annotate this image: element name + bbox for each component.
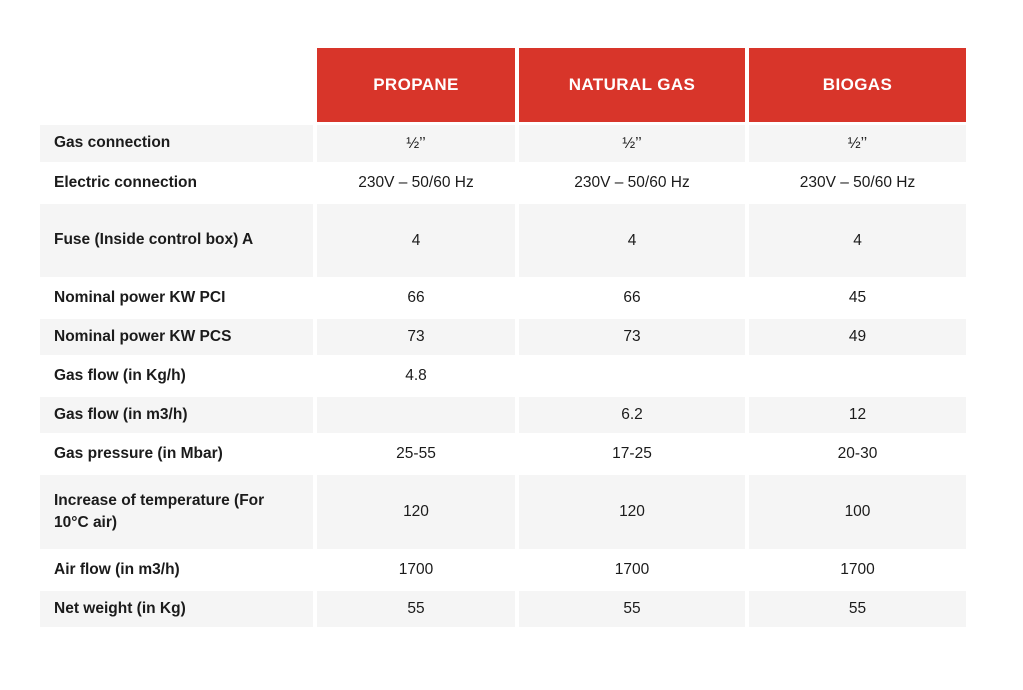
- value-cell: [519, 358, 745, 394]
- value-cell: 120: [317, 475, 515, 549]
- value-cell: 20-30: [837, 445, 878, 462]
- value-cell: 66: [407, 289, 425, 306]
- value-cell: 230V – 50/60 Hz: [358, 174, 474, 191]
- row-label: Gas flow (in Kg/h): [54, 366, 186, 384]
- value-cell: 49: [749, 319, 966, 355]
- value-cell: [317, 397, 515, 433]
- header-spacer: [40, 48, 313, 122]
- row-label: Nominal power KW PCS: [40, 319, 313, 355]
- header-cell-biogas: BIOGAS: [749, 48, 966, 122]
- value-cell: 1700: [398, 561, 434, 578]
- value-cell: 4: [749, 204, 966, 277]
- value-cell: 230V – 50/60 Hz: [799, 174, 916, 191]
- value-cell: 100: [749, 475, 966, 549]
- value-cell: 4: [519, 204, 745, 277]
- value-cell: 17-25: [612, 445, 652, 462]
- spec-table: PROPANE NATURAL GAS BIOGAS Gas connectio…: [40, 48, 966, 627]
- value-cell: 1700: [840, 561, 875, 578]
- row-label: Increase of temperature (For 10°C air): [40, 475, 313, 549]
- value-cell: 120: [519, 475, 745, 549]
- value-cell: ½’’: [317, 125, 515, 162]
- value-cell: 6.2: [519, 397, 745, 433]
- value-cell: 66: [623, 289, 641, 306]
- row-label: Gas connection: [40, 125, 313, 162]
- value-cell: 12: [749, 397, 966, 433]
- value-cell: 4: [317, 204, 515, 277]
- header-cell-propane: PROPANE: [317, 48, 515, 122]
- value-cell: 45: [848, 289, 867, 306]
- row-label: Net weight (in Kg): [40, 591, 313, 627]
- value-cell: 73: [519, 319, 745, 355]
- value-cell: 1700: [614, 561, 650, 578]
- header-cell-natural-gas: NATURAL GAS: [519, 48, 745, 122]
- row-label: Gas pressure (in Mbar): [54, 444, 223, 462]
- value-cell: ½’’: [749, 125, 966, 162]
- row-label: Fuse (Inside control box) A: [40, 204, 313, 277]
- value-cell: 25-55: [396, 445, 436, 462]
- value-cell: 230V – 50/60 Hz: [574, 174, 690, 191]
- row-label: Gas flow (in m3/h): [40, 397, 313, 433]
- row-label: Air flow (in m3/h): [54, 560, 180, 578]
- value-cell: 55: [749, 591, 966, 627]
- value-cell: [749, 358, 966, 394]
- value-cell: ½’’: [519, 125, 745, 162]
- row-label: Nominal power KW PCI: [54, 288, 226, 306]
- value-cell: 73: [317, 319, 515, 355]
- value-cell: 4.8: [405, 367, 427, 384]
- value-cell: 55: [519, 591, 745, 627]
- row-label: Electric connection: [54, 173, 197, 191]
- value-cell: 55: [317, 591, 515, 627]
